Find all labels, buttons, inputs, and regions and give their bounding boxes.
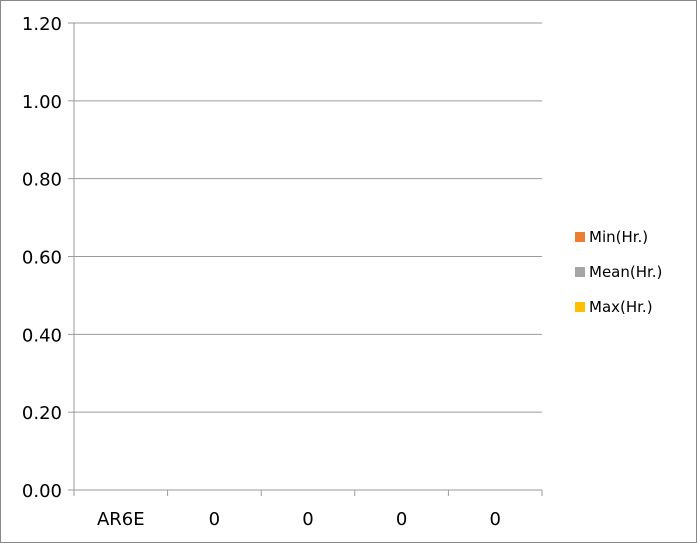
- y-tick-label: 0.40: [22, 325, 62, 346]
- y-tick-label: 0.20: [22, 403, 62, 424]
- x-tick-label: AR6E: [97, 509, 145, 530]
- y-tick-label: 0.60: [22, 248, 62, 269]
- y-tick-label: 0.00: [22, 481, 62, 502]
- legend-label: Max(Hr.): [589, 298, 653, 316]
- x-tick-label: 0: [302, 509, 313, 530]
- y-tick-label: 1.20: [22, 14, 62, 35]
- x-tick-label: 0: [209, 509, 220, 530]
- legend-label: Min(Hr.): [589, 228, 648, 246]
- legend-swatch: [575, 232, 585, 242]
- legend-label: Mean(Hr.): [589, 263, 662, 281]
- y-tick-label: 0.80: [22, 170, 62, 191]
- y-tick-label: 1.00: [22, 92, 62, 113]
- legend-swatch: [575, 267, 585, 277]
- x-tick-label: 0: [489, 509, 500, 530]
- legend-swatch: [575, 302, 585, 312]
- x-tick-label: 0: [396, 509, 407, 530]
